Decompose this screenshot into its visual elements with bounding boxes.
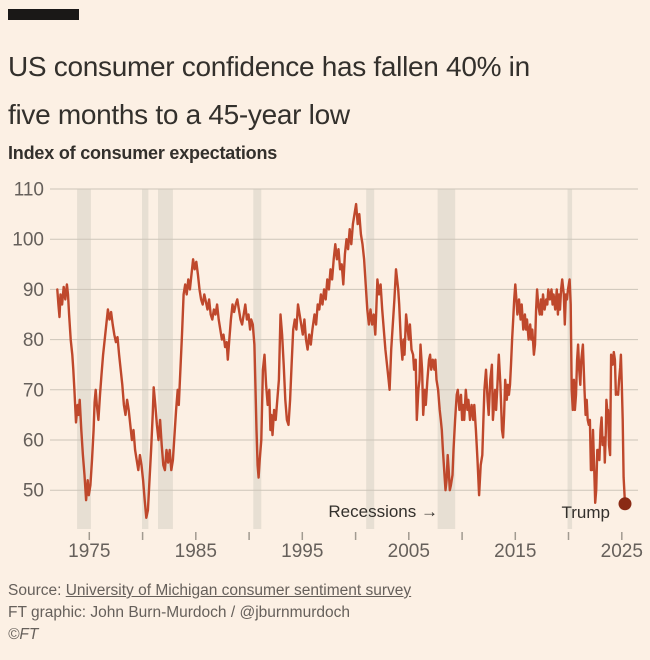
recession-band — [77, 189, 91, 529]
x-tick-label: 1995 — [281, 541, 323, 562]
page-title: US consumer confidence has fallen 40% in… — [8, 43, 644, 139]
y-tick-label: 100 — [12, 230, 44, 251]
x-tick-label: 2025 — [601, 541, 643, 562]
source-line: Source: University of Michigan consumer … — [8, 580, 411, 602]
y-tick-label: 60 — [23, 431, 44, 452]
page-title-line2: five months to a 45-year low — [8, 98, 350, 130]
chart-subtitle: Index of consumer expectations — [8, 143, 278, 163]
y-tick-label: 110 — [14, 180, 44, 201]
recession-band — [158, 189, 173, 529]
recession-band — [567, 189, 573, 529]
x-tick-label: 2005 — [388, 541, 430, 562]
source-link[interactable]: University of Michigan consumer sentimen… — [65, 582, 412, 599]
chart-footer: Source: University of Michigan consumer … — [8, 580, 411, 646]
y-tick-label: 70 — [23, 380, 44, 401]
y-tick-label: 90 — [23, 280, 44, 301]
confidence-line — [56, 202, 627, 519]
credit-line: FT graphic: John Burn-Murdoch / @jburnmu… — [8, 604, 350, 621]
x-tick-label: 2015 — [494, 541, 536, 562]
recessions-annotation: Recessions → — [328, 502, 438, 521]
trump-annotation: Trump — [562, 503, 611, 522]
page-title-line1: US consumer confidence has fallen 40% in — [8, 50, 530, 82]
x-tick-label: 1985 — [175, 541, 217, 562]
y-tick-label: 80 — [23, 330, 44, 351]
x-tick-label: 1975 — [68, 541, 110, 562]
source-label: Source: — [8, 582, 62, 599]
y-tick-label: 50 — [23, 481, 44, 502]
copyright-line: ©FT — [8, 626, 39, 643]
recession-band — [366, 189, 375, 529]
ft-slug-bar — [8, 9, 79, 20]
latest-value-dot — [618, 497, 632, 511]
recession-band — [253, 189, 262, 529]
recession-band — [142, 189, 149, 529]
